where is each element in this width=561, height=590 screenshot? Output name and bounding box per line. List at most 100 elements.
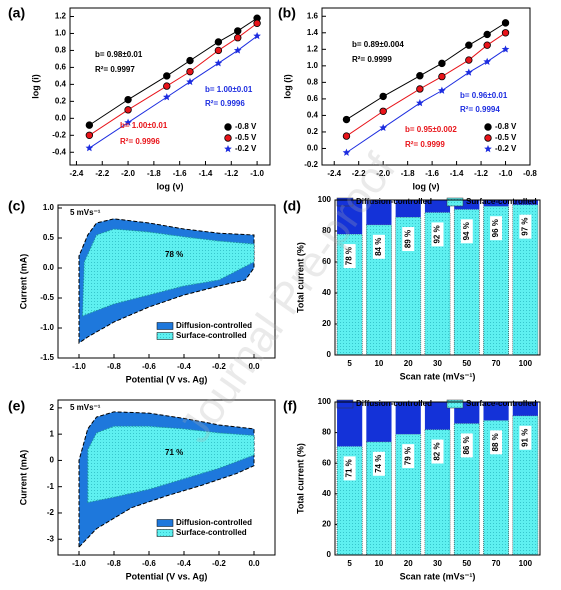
legend-label: Diffusion-controlled [356, 197, 432, 206]
marker [342, 148, 351, 156]
bar-segment [454, 200, 480, 210]
value-label: 82 % [433, 442, 442, 460]
y-tick-label: -0.2 [304, 160, 318, 169]
x-tick-label: 5 [347, 559, 352, 568]
marker [416, 72, 424, 80]
marker [234, 34, 242, 42]
x-tick-label: -1.0 [250, 169, 264, 178]
legend-swatch [156, 529, 174, 537]
x-tick-label: 10 [374, 559, 383, 568]
marker [438, 59, 446, 68]
x-tick-label: -2.4 [70, 169, 84, 178]
x-tick-label: -0.4 [177, 559, 191, 568]
annotation: b= 0.95±0.002 [405, 125, 457, 134]
y-tick-label: 1.2 [55, 12, 67, 21]
value-label: 86 % [462, 436, 471, 454]
marker [342, 132, 351, 140]
y-axis-label: log (i) [30, 74, 40, 99]
x-tick-label: 50 [462, 559, 471, 568]
x-tick-label: 10 [374, 359, 383, 368]
marker [253, 19, 261, 27]
label-box [372, 234, 385, 259]
legend-label: -0.5 V [235, 133, 257, 142]
plot-frame [334, 199, 541, 356]
marker [379, 107, 387, 115]
y-tick-label: 20 [322, 319, 331, 328]
y-tick-label: 100 [318, 195, 332, 204]
label-box [431, 222, 444, 247]
y-tick-label: 0.6 [55, 63, 67, 72]
bar-segment [337, 402, 363, 447]
value-label: 94 % [462, 222, 471, 240]
marker [438, 72, 446, 81]
annotation: R²= 0.9997 [95, 65, 135, 74]
marker [501, 29, 510, 37]
y-tick-label: 2 [50, 403, 55, 412]
annotation: R²= 0.9994 [460, 105, 500, 114]
x-tick-label: -0.6 [142, 559, 156, 568]
panel-label: (a) [8, 5, 25, 21]
y-tick-label: 0.0 [55, 113, 67, 122]
y-tick-label: -0.2 [52, 130, 66, 139]
y-tick-label: 40 [322, 288, 331, 297]
annotation: R²= 0.9996 [120, 137, 160, 146]
y-axis-label: Current (mA) [18, 254, 28, 310]
marker [186, 56, 194, 65]
y-tick-label: -1 [47, 482, 55, 491]
bar-segment [395, 402, 421, 435]
y-tick-label: -1.0 [40, 323, 54, 332]
x-tick-label: -1.6 [173, 169, 187, 178]
marker [416, 85, 424, 93]
legend-swatch [336, 399, 354, 409]
value-label: 84 % [374, 238, 383, 256]
x-tick-label: -2.2 [352, 169, 366, 178]
y-tick-label: 0.2 [307, 127, 319, 136]
bar-segment [366, 200, 392, 225]
x-tick-label: -2.4 [327, 169, 341, 178]
x-tick-label: -1.0 [72, 559, 86, 568]
x-tick-label: 100 [519, 559, 533, 568]
y-tick-label: 0 [50, 456, 55, 465]
plot-frame [69, 7, 271, 166]
marker [483, 30, 491, 39]
y-tick-label: 80 [322, 226, 331, 235]
x-axis-label: log (ν) [413, 181, 440, 191]
x-axis-label: Potential (V vs. Ag) [126, 571, 208, 581]
x-tick-label: -0.6 [142, 362, 156, 371]
x-tick-label: -1.4 [450, 169, 464, 178]
y-tick-label: 0.5 [43, 233, 55, 242]
value-label: 96 % [491, 219, 500, 237]
value-label: 97 % [520, 218, 529, 236]
marker [85, 121, 94, 129]
value-label: 88 % [491, 433, 500, 451]
panel-label: (c) [8, 198, 25, 214]
y-tick-label: 100 [318, 397, 332, 406]
bar-segment [424, 200, 451, 213]
y-tick-label: 1.0 [55, 29, 67, 38]
marker [438, 86, 446, 94]
marker [465, 68, 473, 76]
panel-label: (e) [8, 398, 25, 414]
x-tick-label: 0.0 [248, 362, 260, 371]
label-box [519, 425, 532, 450]
marker [85, 144, 94, 152]
x-tick-label: 30 [433, 559, 442, 568]
x-tick-label: -2.2 [95, 169, 109, 178]
fit-line [89, 22, 258, 136]
marker [501, 45, 510, 53]
y-tick-label: 0 [327, 550, 332, 559]
annotation: R²= 0.9999 [352, 55, 392, 64]
annotation: b= 0.98±0.01 [95, 50, 143, 59]
bar-segment [512, 200, 538, 205]
x-tick-label: -0.2 [212, 362, 226, 371]
y-tick-label: 0.6 [307, 94, 319, 103]
label-box [460, 433, 473, 458]
x-tick-label: 5 [347, 359, 352, 368]
value-label: 92 % [433, 225, 442, 243]
marker [163, 72, 171, 80]
value-label: 89 % [403, 230, 412, 248]
label-box [490, 430, 503, 455]
marker [465, 41, 473, 49]
y-tick-label: 1.2 [307, 44, 319, 53]
marker [85, 131, 94, 139]
